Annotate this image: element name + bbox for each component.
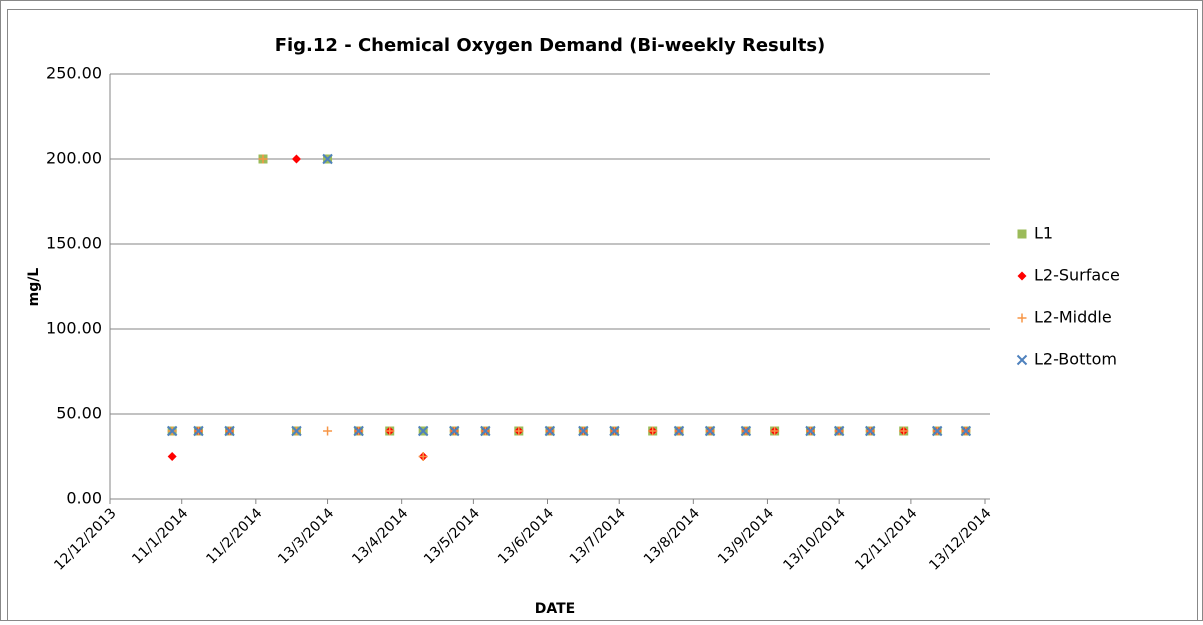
marker-shape bbox=[224, 425, 235, 437]
legend-label: L1 bbox=[1034, 224, 1053, 243]
marker-shape bbox=[291, 425, 302, 437]
marker-shape bbox=[740, 425, 752, 437]
marker-shape bbox=[704, 425, 716, 437]
data-point bbox=[544, 425, 556, 437]
data-point bbox=[648, 426, 658, 436]
data-point bbox=[323, 426, 333, 436]
data-point bbox=[673, 425, 685, 437]
chart-title: Fig.12 - Chemical Oxygen Demand (Bi-week… bbox=[275, 35, 826, 56]
marker-shape bbox=[514, 426, 524, 436]
marker-shape bbox=[480, 425, 491, 437]
data-point bbox=[353, 425, 364, 437]
marker-shape bbox=[648, 426, 658, 436]
y-tick-label: 100.00 bbox=[46, 319, 102, 338]
marker-shape bbox=[449, 425, 460, 437]
marker-shape bbox=[322, 153, 333, 165]
y-tick-label: 250.00 bbox=[46, 64, 102, 83]
data-point bbox=[322, 153, 333, 165]
data-point bbox=[193, 425, 204, 437]
legend-label: L2-Middle bbox=[1034, 308, 1112, 327]
marker-shape bbox=[578, 425, 589, 437]
marker-shape bbox=[193, 425, 204, 437]
data-point bbox=[609, 425, 620, 437]
data-point bbox=[291, 425, 302, 437]
marker-shape bbox=[1016, 354, 1028, 366]
data-point bbox=[1017, 271, 1027, 281]
data-point bbox=[740, 425, 752, 437]
data-point bbox=[514, 426, 524, 436]
marker-shape bbox=[258, 154, 268, 164]
y-tick-label: 200.00 bbox=[46, 149, 102, 168]
data-point bbox=[865, 425, 876, 437]
legend-label: L2-Bottom bbox=[1034, 350, 1117, 369]
legend-label: L2-Surface bbox=[1034, 266, 1120, 285]
marker-shape bbox=[770, 426, 780, 436]
marker-shape bbox=[385, 426, 395, 436]
data-point bbox=[1017, 313, 1027, 323]
data-point bbox=[1016, 354, 1028, 366]
marker-shape bbox=[418, 452, 428, 461]
data-point bbox=[805, 425, 816, 437]
data-point bbox=[291, 154, 301, 164]
marker-shape bbox=[167, 452, 177, 461]
data-point bbox=[167, 452, 177, 461]
data-point bbox=[385, 426, 395, 436]
data-point bbox=[449, 425, 460, 437]
y-tick-label: 50.00 bbox=[56, 404, 102, 423]
marker-shape bbox=[833, 425, 845, 437]
data-point bbox=[578, 425, 589, 437]
marker-shape bbox=[899, 426, 909, 436]
marker-shape bbox=[1017, 271, 1027, 281]
data-point bbox=[899, 426, 909, 436]
marker-shape bbox=[1017, 229, 1027, 239]
data-point bbox=[418, 452, 428, 461]
data-point bbox=[1017, 229, 1027, 239]
data-point bbox=[960, 425, 972, 437]
chart-frame bbox=[7, 9, 1198, 621]
marker-shape bbox=[960, 425, 972, 437]
data-point bbox=[770, 426, 780, 436]
marker-shape bbox=[166, 425, 178, 437]
data-point bbox=[704, 425, 716, 437]
y-axis-label: mg/L bbox=[26, 268, 42, 307]
y-tick-label: 0.00 bbox=[66, 489, 102, 508]
marker-shape bbox=[544, 425, 556, 437]
marker-shape bbox=[609, 425, 620, 437]
marker-shape bbox=[323, 426, 333, 436]
data-point bbox=[833, 425, 845, 437]
data-point bbox=[480, 425, 491, 437]
data-point bbox=[224, 425, 235, 437]
data-point bbox=[166, 425, 178, 437]
marker-shape bbox=[291, 154, 301, 164]
marker-shape bbox=[931, 425, 943, 437]
y-tick-label: 150.00 bbox=[46, 234, 102, 253]
marker-shape bbox=[353, 425, 364, 437]
data-point bbox=[931, 425, 943, 437]
marker-shape bbox=[673, 425, 685, 437]
marker-shape bbox=[1017, 313, 1027, 323]
marker-shape bbox=[865, 425, 876, 437]
marker-shape bbox=[805, 425, 816, 437]
x-axis-label: DATE bbox=[535, 601, 575, 617]
data-point bbox=[417, 425, 429, 437]
marker-shape bbox=[417, 425, 429, 437]
data-point bbox=[258, 154, 268, 164]
